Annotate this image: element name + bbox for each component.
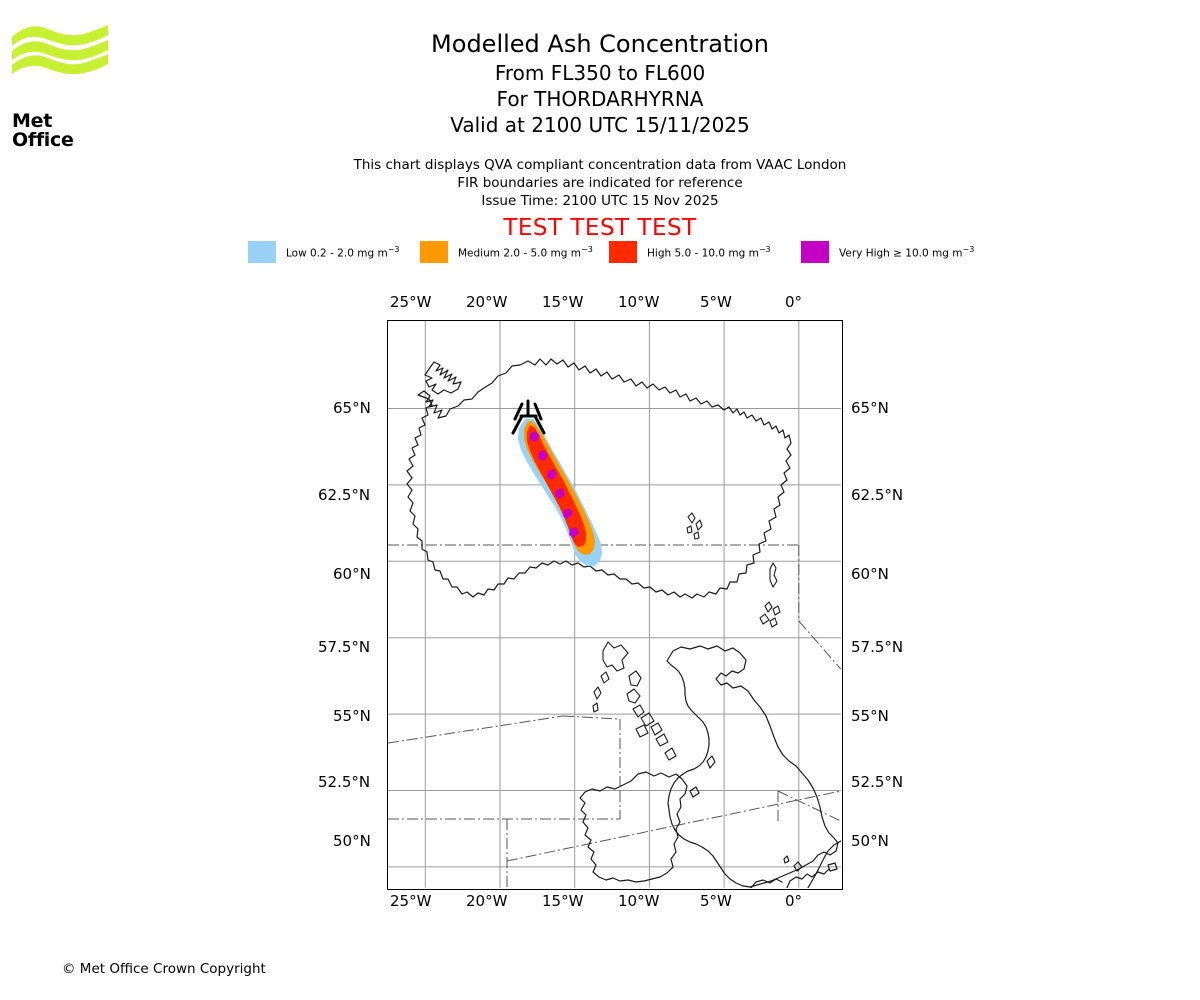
lat-label-right-0: 65°N: [851, 399, 889, 417]
fir-boundary-lines: [388, 544, 841, 888]
met-office-wave-mark: [12, 25, 108, 75]
legend-swatch-high: [609, 241, 637, 263]
legend-item-high: High 5.0 - 10.0 mg m−3: [609, 240, 771, 264]
legend-swatch-medium: [420, 241, 448, 263]
chart-title-block: Modelled Ash Concentration From FL350 to…: [0, 28, 1200, 138]
graticule-grid: [388, 321, 841, 888]
lon-label-top-2: 15°W: [542, 293, 584, 311]
lon-label-bottom-4: 5°W: [700, 892, 732, 910]
lat-label-right-1: 62.5°N: [851, 486, 904, 504]
legend-swatch-low: [248, 241, 276, 263]
legend-item-medium: Medium 2.0 - 5.0 mg m−3: [420, 240, 593, 264]
lon-label-bottom-5: 0°: [785, 892, 803, 910]
lat-label-left-5: 52.5°N: [318, 773, 371, 791]
note-issue-time: Issue Time: 2100 UTC 15 Nov 2025: [481, 193, 719, 209]
note-qva: This chart displays QVA compliant concen…: [353, 157, 847, 173]
page-title: Modelled Ash Concentration: [431, 30, 769, 58]
lat-label-right-5: 52.5°N: [851, 773, 904, 791]
ash-plume-overlay: [517, 418, 602, 566]
lat-label-left-3: 57.5°N: [318, 638, 371, 656]
title-flight-levels: From FL350 to FL600: [494, 61, 706, 85]
legend-label-low: Low 0.2 - 2.0 mg m−3: [286, 244, 400, 259]
ash-contour-high: [526, 424, 586, 547]
legend-label-very-high: Very High ≥ 10.0 mg m−3: [839, 244, 975, 259]
coastline-shetland-orkney: [759, 562, 781, 628]
lat-label-left-2: 60°N: [333, 565, 371, 583]
lon-label-top-4: 5°W: [700, 293, 732, 311]
legend-item-low: Low 0.2 - 2.0 mg m−3: [248, 240, 399, 264]
lat-label-left-6: 50°N: [333, 832, 371, 850]
lon-label-bottom-3: 10°W: [618, 892, 660, 910]
lon-label-bottom-0: 25°W: [390, 892, 432, 910]
note-fir: FIR boundaries are indicated for referen…: [457, 175, 743, 191]
lat-label-right-6: 50°N: [851, 832, 889, 850]
met-office-brand-text: Met Office: [12, 110, 74, 151]
test-watermark: TEST TEST TEST: [503, 215, 697, 241]
coastline-faroe-islands: [686, 512, 703, 540]
lat-label-right-3: 57.5°N: [851, 638, 904, 656]
legend-label-medium: Medium 2.0 - 5.0 mg m−3: [458, 244, 593, 259]
lon-label-bottom-1: 20°W: [466, 892, 508, 910]
coastline-continental-europe: [750, 840, 841, 888]
title-valid-time: Valid at 2100 UTC 15/11/2025: [450, 113, 750, 137]
lat-label-left-1: 62.5°N: [318, 486, 371, 504]
ash-contour-very-high: [529, 430, 579, 538]
title-volcano-name: For THORDARHYRNA: [496, 87, 704, 111]
lon-label-bottom-2: 15°W: [542, 892, 584, 910]
copyright-notice: © Met Office Crown Copyright: [62, 961, 266, 977]
legend-label-high: High 5.0 - 10.0 mg m−3: [647, 244, 771, 259]
met-office-logo: Met Office: [12, 24, 112, 150]
legend-swatch-very-high: [801, 241, 829, 263]
coastline-iceland: [406, 358, 792, 599]
lon-label-top-1: 20°W: [466, 293, 508, 311]
concentration-legend: Low 0.2 - 2.0 mg m−3 Medium 2.0 - 5.0 mg…: [248, 240, 1008, 264]
lon-label-top-5: 0°: [785, 293, 803, 311]
chart-note-block: This chart displays QVA compliant concen…: [0, 156, 1200, 210]
coastline-great-britain: [666, 645, 839, 888]
lat-label-left-0: 65°N: [333, 399, 371, 417]
lat-label-right-4: 55°N: [851, 707, 889, 725]
coastline-ireland: [579, 771, 688, 883]
lat-label-left-4: 55°N: [333, 707, 371, 725]
coastline-hebrides: [592, 641, 677, 761]
legend-item-very-high: Very High ≥ 10.0 mg m−3: [801, 240, 974, 264]
lat-label-right-2: 60°N: [851, 565, 889, 583]
lon-label-top-0: 25°W: [390, 293, 432, 311]
lon-label-top-3: 10°W: [618, 293, 660, 311]
map-plot-area[interactable]: [387, 320, 843, 890]
map-canvas: [388, 321, 841, 888]
volcano-symbol: [511, 399, 546, 435]
